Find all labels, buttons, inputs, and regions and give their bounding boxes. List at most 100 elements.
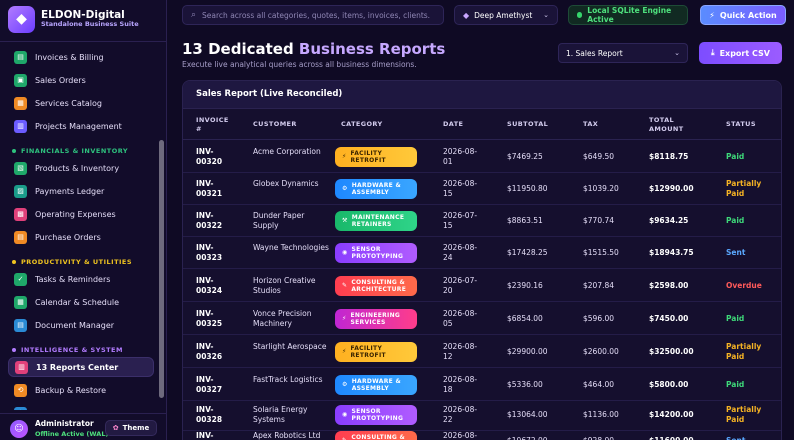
column-header[interactable]: STATUS — [726, 120, 756, 128]
invoice-number: INV-00321 — [196, 179, 223, 198]
bolt-icon: ⚡ — [342, 315, 347, 323]
column-header[interactable]: TOTAL AMOUNT — [649, 116, 684, 133]
table-header: INVOICE # CUSTOMER CATEGORY DATE SUBTOTAL TAX… — [183, 110, 781, 140]
subtotal-value: $5336.00 — [507, 380, 543, 389]
column-header[interactable]: CUSTOMER — [253, 120, 297, 128]
column-header[interactable]: TAX — [583, 120, 599, 128]
sidebar-item-operating-expenses[interactable]: ▩ Operating Expenses — [8, 204, 154, 224]
table-row[interactable]: INV-00329 Apex Robotics Ltd 2026-08-27 $106… — [183, 425, 781, 440]
table-row[interactable]: INV-00325 Vonce Precision Machinery 2026-0… — [183, 303, 781, 335]
brand[interactable]: ◆ ELDON-Digital Standalone Business Suit… — [8, 4, 158, 34]
compass-icon: ✎ — [342, 437, 347, 440]
customer-name: Globex Dynamics — [253, 179, 319, 188]
avatar[interactable]: ☺ — [10, 420, 28, 438]
category-label: SENSOR PROTOTYPING — [351, 245, 404, 261]
table-row[interactable]: INV-00328 Solaria Energy Systems 2026-08-2… — [183, 399, 781, 431]
customer-name: Dunder Paper Supply — [253, 211, 305, 230]
brand-subtitle: Standalone Business Suite — [41, 20, 139, 29]
sidebar-item-sales-orders[interactable]: ▣ Sales Orders — [8, 70, 154, 90]
table-row[interactable]: INV-00321 Globex Dynamics 2026-08-15 $11950… — [183, 173, 781, 205]
topbar: ⌕ ◆ Deep Amethyst ⌄ Local SQLite Engine … — [167, 0, 794, 30]
total-amount: $18943.75 — [649, 248, 694, 257]
export-csv-label: Export CSV — [719, 48, 770, 58]
table-row[interactable]: INV-00322 Dunder Paper Supply 2026-07-15 $8… — [183, 205, 781, 237]
invoice-date: 2026-08-05 — [443, 309, 478, 328]
sidebar-item-label: System Settings — [35, 409, 100, 411]
engine-status-label: Local SQLite Engine Active — [587, 6, 672, 24]
theme-select[interactable]: ◆ Deep Amethyst ⌄ — [454, 5, 558, 25]
page-title: 13 Dedicated Business Reports — [182, 40, 445, 58]
category-badge: ⚙ HARDWARE & ASSEMBLY — [335, 375, 417, 395]
search-input[interactable] — [202, 10, 433, 20]
theme-button[interactable]: ✿ Theme — [105, 420, 157, 436]
sidebar-item-label: Products & Inventory — [35, 163, 120, 173]
table-row[interactable]: INV-00320 Acme Corporation 2026-08-01 $7469… — [183, 141, 781, 173]
sidebar-section-label: PRODUCTIVITY & UTILITIES — [21, 258, 133, 266]
tax-value: $1515.50 — [583, 248, 619, 257]
sidebar-item-invoices-billing[interactable]: ▤ Invoices & Billing — [8, 47, 154, 67]
category-badge: ✎ CONSULTING & ARCHITECTURE — [335, 431, 417, 440]
page-title-accent: Business Reports — [298, 40, 446, 58]
table-row[interactable]: INV-00327 FastTrack Logistics 2026-08-18 $5… — [183, 369, 781, 401]
sidebar-item-projects-management[interactable]: ▥ Projects Management — [8, 116, 154, 136]
sidebar-item-calendar-schedule[interactable]: ▦ Calendar & Schedule — [8, 292, 154, 312]
invoice-date: 2026-08-27 — [443, 431, 478, 440]
export-csv-button[interactable]: ⤓ Export CSV — [699, 42, 782, 64]
section-dot-icon — [12, 149, 16, 153]
invoice-icon: ▤ — [14, 50, 27, 64]
subtotal-value: $11950.80 — [507, 184, 548, 193]
sidebar-item-13-reports-center[interactable]: ▥ 13 Reports Center — [8, 357, 154, 377]
backup-icon: ⟲ — [14, 383, 27, 397]
sidebar-item-services-catalog[interactable]: ▦ Services Catalog — [8, 93, 154, 113]
column-header[interactable]: INVOICE # — [196, 116, 229, 133]
customer-name: Solaria Energy Systems — [253, 405, 308, 424]
quick-action-button[interactable]: ⚡ Quick Action — [700, 5, 786, 25]
sidebar-item-payments-ledger[interactable]: ▨ Payments Ledger — [8, 181, 154, 201]
sidebar-item-label: Operating Expenses — [35, 209, 116, 219]
chevron-down-icon: ⌄ — [543, 11, 549, 19]
sensor-icon: ◉ — [342, 249, 348, 257]
category-label: FACILITY RETROFIT — [350, 344, 386, 360]
tax-value: $770.74 — [583, 216, 615, 225]
sidebar-item-label: Backup & Restore — [35, 385, 107, 395]
category-badge: ⚒ MAINTENANCE RETAINERS — [335, 211, 417, 231]
sidebar-item-document-manager[interactable]: ▤ Document Manager — [8, 315, 154, 335]
theme-select-value: Deep Amethyst — [474, 10, 533, 20]
column-header[interactable]: DATE — [443, 120, 464, 128]
theme-button-label: Theme — [122, 424, 150, 432]
status-badge: Paid — [726, 216, 745, 225]
search-box[interactable]: ⌕ — [182, 5, 444, 25]
sidebar-divider — [0, 41, 166, 42]
column-header[interactable]: CATEGORY — [341, 120, 383, 128]
invoice-number: INV-00328 — [196, 405, 223, 424]
status-badge: Paid — [726, 380, 745, 389]
page-subtitle: Execute live analytical queries across a… — [182, 60, 417, 69]
sidebar-item-purchase-orders[interactable]: ▤ Purchase Orders — [8, 227, 154, 247]
table-row[interactable]: INV-00326 Starlight Aerospace 2026-08-12 $2… — [183, 336, 781, 368]
sidebar-section-title: PRODUCTIVITY & UTILITIES — [12, 258, 132, 266]
status-badge: Partially Paid — [726, 405, 762, 424]
invoice-number: INV-00329 — [196, 431, 214, 440]
status-badge: Overdue — [726, 281, 762, 290]
lightning-icon: ⚡ — [709, 10, 715, 20]
report-select[interactable]: 1. Sales Report ⌄ — [558, 43, 688, 63]
tax-value: $596.00 — [583, 314, 615, 323]
engine-status-badge: Local SQLite Engine Active — [568, 5, 688, 25]
table-row[interactable]: INV-00324 Horizon Creative Studios 2026-07… — [183, 270, 781, 302]
sidebar-item-tasks-reminders[interactable]: ✓ Tasks & Reminders — [8, 269, 154, 289]
projects-icon: ▥ — [14, 119, 27, 133]
sidebar-item-products-inventory[interactable]: ▧ Products & Inventory — [8, 158, 154, 178]
sidebar-item-backup-restore[interactable]: ⟲ Backup & Restore — [8, 380, 154, 400]
subtotal-value: $8863.51 — [507, 216, 543, 225]
sidebar-scrollbar[interactable] — [159, 140, 164, 398]
sidebar-item-system-settings[interactable]: ⚙ System Settings — [8, 403, 154, 410]
table-row[interactable]: INV-00323 Wayne Technologies 2026-08-24 $17… — [183, 237, 781, 269]
tasks-icon: ✓ — [14, 272, 27, 286]
invoice-date: 2026-07-20 — [443, 276, 478, 295]
building-icon: ⚡ — [342, 348, 347, 356]
sidebar-nav[interactable]: ▤ Invoices & Billing ▣ Sales Orders ▦ Service… — [0, 44, 166, 410]
category-label: FACILITY RETROFIT — [350, 149, 386, 165]
report-panel-header: Sales Report (Live Reconciled) — [183, 81, 781, 109]
column-header[interactable]: SUBTOTAL — [507, 120, 549, 128]
category-badge: ⚡ FACILITY RETROFIT — [335, 147, 417, 167]
